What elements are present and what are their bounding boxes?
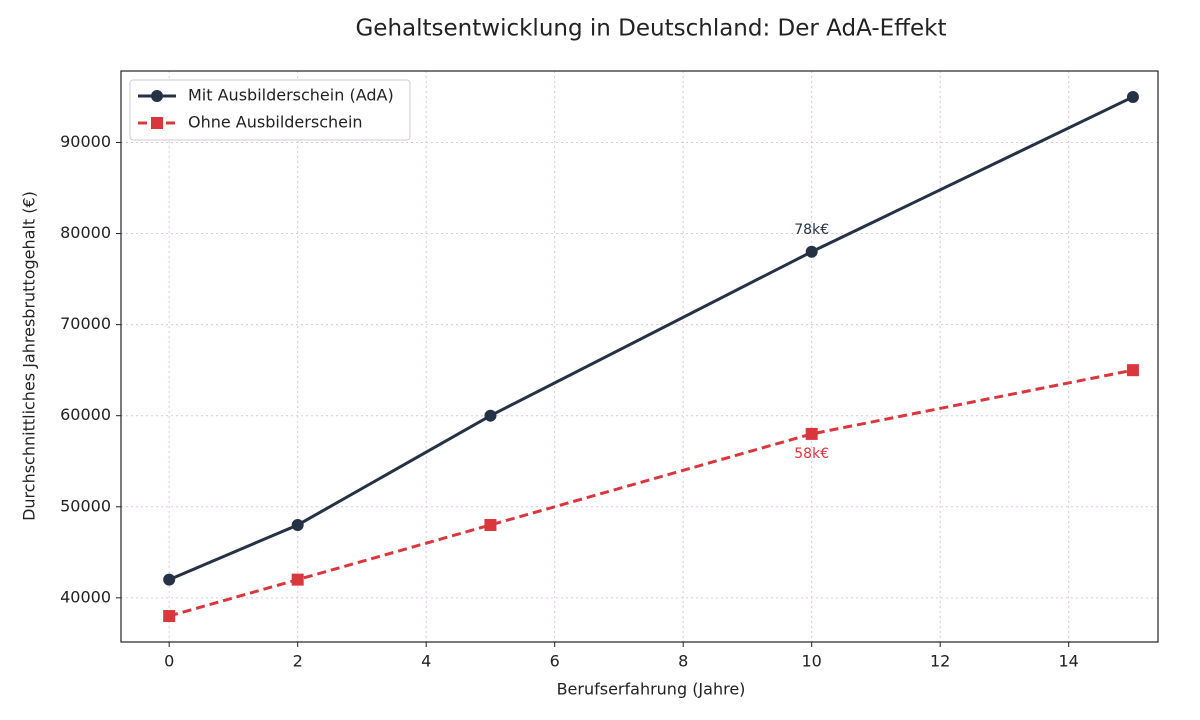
y-axis-label: Durchschnittliches Jahresbruttogehalt (€…	[20, 191, 39, 521]
annotation: 78k€	[794, 222, 829, 238]
marker	[291, 573, 304, 586]
y-tick-label: 70000	[60, 314, 111, 333]
x-tick-label: 10	[802, 652, 822, 671]
marker	[163, 610, 176, 623]
x-tick-label: 4	[421, 652, 431, 671]
y-tick-label: 40000	[60, 587, 111, 606]
marker	[1126, 364, 1139, 377]
y-tick-label: 60000	[60, 405, 111, 424]
marker	[291, 518, 304, 531]
y-tick-label: 90000	[60, 132, 111, 151]
legend-label: Mit Ausbilderschein (AdA)	[188, 86, 394, 105]
y-tick-label: 50000	[60, 496, 111, 515]
legend-marker	[151, 117, 163, 129]
marker	[805, 427, 818, 440]
x-tick-label: 6	[550, 652, 560, 671]
marker	[484, 409, 497, 422]
marker	[1126, 90, 1139, 103]
marker	[484, 518, 497, 531]
x-tick-label: 12	[930, 652, 950, 671]
x-axis-label: Berufserfahrung (Jahre)	[557, 680, 746, 699]
legend-marker	[151, 90, 163, 102]
marker	[163, 573, 176, 586]
chart-title: Gehaltsentwicklung in Deutschland: Der A…	[355, 16, 946, 42]
series-line	[168, 368, 1134, 618]
x-tick-label: 2	[293, 652, 303, 671]
x-tick-label: 8	[678, 652, 688, 671]
marker	[805, 245, 818, 258]
legend-label: Ohne Ausbilderschein	[188, 113, 363, 132]
y-tick-label: 80000	[60, 223, 111, 242]
x-tick-label: 0	[164, 652, 174, 671]
x-tick-label: 14	[1059, 652, 1079, 671]
plot-frame	[120, 70, 1159, 643]
annotation: 58k€	[794, 446, 829, 462]
legend-box	[129, 79, 411, 141]
